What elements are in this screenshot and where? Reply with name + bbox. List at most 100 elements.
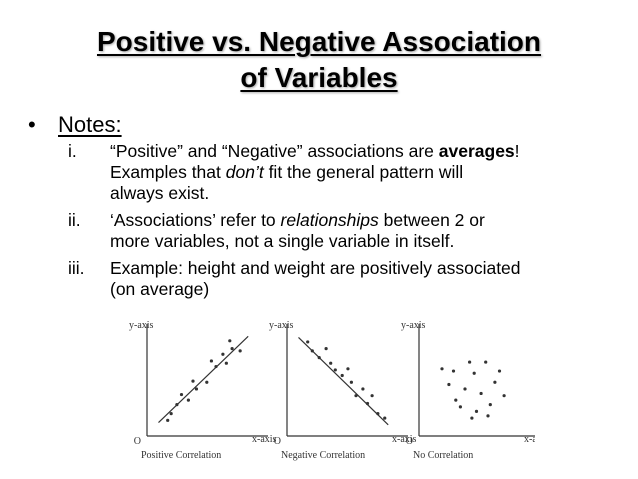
note-item: i. “Positive” and “Negative” associations… <box>68 141 628 204</box>
data-point <box>440 367 444 371</box>
data-point <box>194 387 199 391</box>
note-text: Example: height and weight are positivel… <box>110 258 628 300</box>
data-point <box>306 340 310 344</box>
note-emphasis-bold: averages <box>438 141 515 161</box>
note-line: ‘Associations’ refer to relationships be… <box>110 210 628 231</box>
note-text: “Positive” and “Negative” associations a… <box>110 141 628 204</box>
note-text-run: (on average) <box>110 279 210 299</box>
data-point <box>175 403 179 407</box>
data-point <box>361 387 365 391</box>
notes-heading: • Notes: <box>28 111 122 139</box>
data-point <box>474 409 479 413</box>
data-point <box>238 349 242 353</box>
chart-caption: Negative Correlation <box>281 450 365 461</box>
note-text-run: ‘Associations’ refer to <box>110 210 281 230</box>
note-numeral: iii. <box>68 258 85 278</box>
trend-line <box>298 337 389 426</box>
data-point <box>340 373 344 378</box>
data-point <box>497 369 502 373</box>
bullet-icon: • <box>28 112 36 137</box>
origin-label: O <box>134 436 141 447</box>
data-point <box>451 369 456 373</box>
data-point <box>224 361 228 365</box>
note-emphasis-italic: relationships <box>280 210 379 230</box>
note-line: (on average) <box>110 279 628 300</box>
y-axis-label: y-axis <box>269 320 294 331</box>
data-point <box>317 356 321 360</box>
data-point <box>346 367 350 371</box>
y-axis-label: y-axis <box>129 320 154 331</box>
notes-list: i. “Positive” and “Negative” associations… <box>68 141 628 306</box>
data-point <box>468 360 472 364</box>
chart-caption: No Correlation <box>413 450 473 461</box>
data-point <box>221 352 225 356</box>
note-text-run: “Positive” and “Negative” associations a… <box>110 141 439 161</box>
data-point <box>214 364 218 369</box>
note-numeral: ii. <box>68 210 81 230</box>
data-point <box>209 359 213 363</box>
trend-line <box>158 335 249 423</box>
note-text-run: ! <box>514 141 520 161</box>
data-point <box>310 349 314 353</box>
data-point <box>493 380 497 384</box>
data-point <box>447 382 451 387</box>
data-point <box>383 416 387 420</box>
origin-label: O <box>274 436 281 447</box>
data-point <box>349 380 353 384</box>
origin-label: O <box>406 436 413 447</box>
data-point <box>488 403 492 407</box>
data-point <box>324 347 328 351</box>
data-point <box>186 398 190 402</box>
note-text-run: fit the general pattern will <box>263 162 464 182</box>
data-point <box>228 339 232 343</box>
data-point <box>486 414 490 418</box>
y-axis-label: y-axis <box>401 320 426 331</box>
data-point <box>365 401 370 406</box>
note-item: iii. Example: height and weight are posit… <box>68 258 628 300</box>
chart-caption: Positive Correlation <box>141 450 221 461</box>
note-emphasis-italic: don’t <box>225 162 264 182</box>
note-line: “Positive” and “Negative” associations a… <box>110 141 628 162</box>
slide-title: Positive vs. Negative Association of Var… <box>0 24 638 96</box>
data-point <box>454 398 458 402</box>
data-point <box>472 371 476 375</box>
data-point <box>502 394 506 398</box>
data-point <box>329 361 333 365</box>
note-text-run: more variables, not a single variable in… <box>110 231 455 251</box>
charts-row: y-axis x-axis O Positive Correlation y-axis x… <box>125 316 549 469</box>
note-item: ii. ‘Associations’ refer to relationships… <box>68 210 628 252</box>
note-text-run: between 2 or <box>378 210 485 230</box>
data-point <box>458 405 462 409</box>
note-text-run: Examples that <box>110 162 226 182</box>
data-point <box>179 392 184 397</box>
note-numeral: i. <box>68 141 77 161</box>
data-point <box>169 412 173 416</box>
data-point <box>191 379 195 383</box>
note-line: more variables, not a single variable in… <box>110 231 628 252</box>
slide-title-line-2: of Variables <box>240 62 398 93</box>
data-point <box>205 380 209 384</box>
data-point <box>370 394 374 398</box>
x-axis-label: x-axis <box>392 434 417 445</box>
data-point <box>463 387 467 391</box>
data-point <box>230 347 234 351</box>
data-point <box>479 391 483 396</box>
data-point <box>333 368 337 372</box>
note-line: Examples that don’t fit the general patt… <box>110 162 628 183</box>
data-point <box>484 360 488 364</box>
notes-label: Notes: <box>58 112 122 137</box>
note-text-run: Example: height and weight are positivel… <box>110 258 521 278</box>
x-axis-label: x-axis <box>252 434 277 445</box>
data-point <box>376 412 380 416</box>
note-line: Example: height and weight are positivel… <box>110 258 628 279</box>
note-text: ‘Associations’ refer to relationships be… <box>110 210 628 252</box>
note-line: always exist. <box>110 183 628 204</box>
data-point <box>470 416 474 420</box>
slide-title-line-1: Positive vs. Negative Association <box>96 26 542 57</box>
data-point <box>166 418 170 422</box>
note-text-run: always exist. <box>110 183 210 203</box>
data-point <box>354 394 358 398</box>
